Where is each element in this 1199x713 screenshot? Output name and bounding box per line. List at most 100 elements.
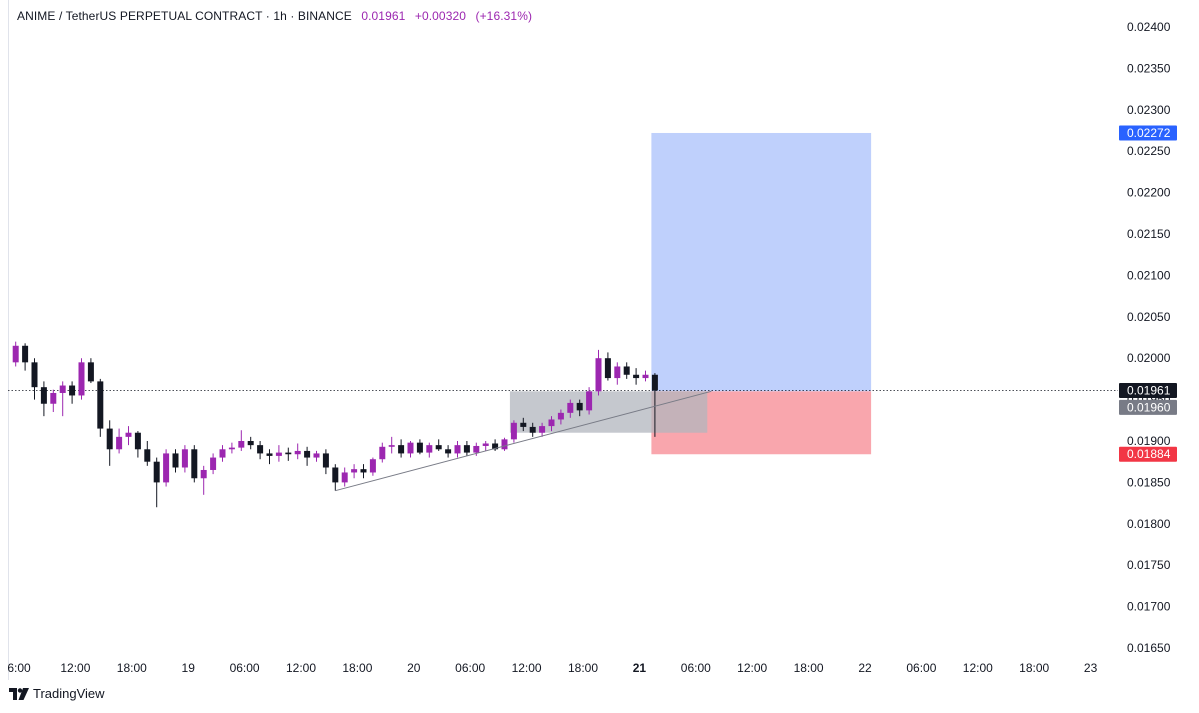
candle-body[interactable] [12, 345, 19, 363]
candle-body[interactable] [351, 469, 358, 473]
candle-body[interactable] [557, 412, 564, 420]
y-tick-label: 0.01800 [1127, 517, 1171, 531]
candle-body[interactable] [294, 450, 301, 455]
x-tick-label: 12:00 [60, 661, 90, 675]
candle-body[interactable] [116, 436, 123, 450]
price-tag-target [1119, 125, 1177, 141]
price-change: +0.00320 [414, 9, 467, 23]
candle-body[interactable] [69, 385, 76, 396]
x-tick-label: 22 [858, 661, 872, 675]
tradingview-logo-icon [9, 687, 29, 700]
candle-body[interactable] [445, 449, 452, 454]
candle-body[interactable] [633, 374, 640, 379]
candle-body[interactable] [163, 453, 170, 483]
candle-body[interactable] [473, 445, 480, 453]
candle-body[interactable] [153, 461, 160, 483]
chart-header: ANIME / TetherUS PERPETUAL CONTRACT · 1h… [17, 9, 533, 23]
candle-body[interactable] [172, 453, 179, 468]
candle-body[interactable] [388, 445, 395, 447]
candle-body[interactable] [238, 441, 245, 448]
candle-body[interactable] [341, 472, 348, 483]
candle-body[interactable] [435, 445, 442, 450]
candle-body[interactable] [50, 392, 57, 404]
candle-body[interactable] [304, 450, 311, 458]
candle-body[interactable] [642, 374, 649, 379]
exchange-label: BINANCE [297, 9, 352, 23]
candle-body[interactable] [332, 467, 339, 483]
candle-body[interactable] [125, 432, 132, 437]
symbol-name[interactable]: ANIME / TetherUS PERPETUAL CONTRACT [17, 9, 263, 23]
candle-body[interactable] [651, 374, 658, 391]
candle-body[interactable] [257, 445, 264, 454]
candle-body[interactable] [463, 445, 470, 453]
candle-body[interactable] [492, 443, 499, 450]
candle-body[interactable] [548, 419, 555, 427]
candle-body[interactable] [501, 439, 508, 450]
candle-body[interactable] [595, 358, 602, 392]
candle-body[interactable] [398, 445, 405, 454]
last-price-value: 0.01961 [361, 9, 406, 23]
trendline[interactable] [335, 390, 712, 492]
candle-body[interactable] [210, 457, 217, 470]
candle-body[interactable] [614, 366, 621, 379]
candle-body[interactable] [285, 452, 292, 455]
candle-body[interactable] [40, 387, 47, 404]
candle-body[interactable] [59, 385, 66, 393]
candle-body[interactable] [134, 432, 141, 450]
candle-body[interactable] [454, 445, 461, 454]
entry-zone-box[interactable] [509, 391, 708, 433]
candle-body[interactable] [266, 453, 273, 456]
candle-body[interactable] [144, 449, 151, 462]
candle-body[interactable] [87, 362, 94, 382]
candle-body[interactable] [369, 459, 376, 473]
candle-body[interactable] [482, 443, 489, 446]
interval-label[interactable]: 1h [273, 9, 287, 23]
candle-body[interactable] [567, 402, 574, 413]
y-tick-label: 0.02050 [1127, 310, 1171, 324]
candle-body[interactable] [181, 449, 188, 468]
x-tick-label: 18:00 [117, 661, 147, 675]
x-tick-label: 20 [407, 661, 421, 675]
candle-body[interactable] [623, 366, 630, 375]
long-position-target-zone[interactable] [651, 132, 872, 392]
candle-body[interactable] [106, 428, 113, 450]
tradingview-logo[interactable]: TradingView [9, 686, 105, 701]
candle-body[interactable] [219, 449, 226, 458]
candle-body[interactable] [31, 362, 38, 388]
price-tag-label-entry: 0.01960 [1127, 400, 1171, 414]
candle-body[interactable] [379, 446, 386, 460]
candle-body[interactable] [520, 422, 527, 427]
y-tick-label: 0.01850 [1127, 475, 1171, 489]
candle-body[interactable] [313, 453, 320, 458]
candle-body[interactable] [322, 453, 329, 468]
candle-body[interactable] [576, 402, 583, 411]
price-tag-stop [1119, 446, 1177, 462]
candle-body[interactable] [586, 391, 593, 411]
price-tag-entry [1119, 399, 1177, 415]
x-tick-label: 19 [182, 661, 196, 675]
candle-body[interactable] [529, 426, 536, 433]
candle-body[interactable] [200, 469, 207, 479]
candle-body[interactable] [539, 426, 546, 433]
candle-body[interactable] [247, 441, 254, 446]
y-tick-label: 0.02250 [1127, 144, 1171, 158]
x-tick-label: 06:00 [230, 661, 260, 675]
candle-body[interactable] [275, 452, 282, 456]
candle-body[interactable] [191, 449, 198, 479]
candle-body[interactable] [22, 345, 29, 363]
x-tick-label: 12:00 [963, 661, 993, 675]
candle-body[interactable] [416, 442, 423, 453]
candle-body[interactable] [97, 381, 104, 429]
x-tick-label: 21 [633, 661, 647, 675]
candle-body[interactable] [78, 362, 85, 396]
x-tick-label: 18:00 [1019, 661, 1049, 675]
candle-body[interactable] [407, 442, 414, 454]
x-tick-label: 18:00 [568, 661, 598, 675]
candle-body[interactable] [228, 447, 235, 450]
candle-body[interactable] [360, 469, 367, 473]
candle-body[interactable] [604, 358, 611, 379]
candle-body[interactable] [510, 422, 517, 440]
price-tag-label-last: 0.01961 [1127, 383, 1171, 397]
candle-body[interactable] [426, 445, 433, 453]
